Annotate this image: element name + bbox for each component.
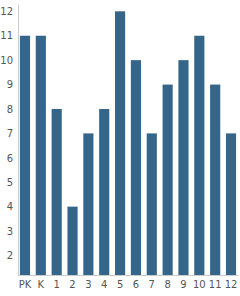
x-tick: 10 bbox=[193, 275, 206, 290]
bar bbox=[20, 36, 30, 275]
y-tick-label: 3 bbox=[7, 226, 13, 237]
bar bbox=[163, 85, 173, 275]
y-tick-label: 8 bbox=[7, 104, 13, 115]
x-tick-label: 1 bbox=[53, 279, 59, 290]
bar bbox=[36, 36, 46, 275]
x-tick-label: 5 bbox=[117, 279, 123, 290]
bar bbox=[99, 109, 109, 275]
bar bbox=[147, 133, 157, 275]
x-tick: PK bbox=[19, 275, 32, 290]
y-tick-label: 7 bbox=[7, 128, 13, 139]
x-tick: 12 bbox=[225, 275, 238, 290]
x-tick: 9 bbox=[180, 275, 186, 290]
y-tick-label: 5 bbox=[7, 177, 13, 188]
y-tick: 6 bbox=[7, 153, 18, 164]
x-tick-label: 3 bbox=[85, 279, 91, 290]
bars bbox=[20, 11, 236, 275]
x-axis: PKK123456789101112 bbox=[19, 275, 239, 290]
x-tick: 3 bbox=[85, 275, 91, 290]
x-tick: 6 bbox=[133, 275, 139, 290]
y-tick: 9 bbox=[7, 79, 18, 90]
y-tick-label: 12 bbox=[0, 6, 13, 17]
x-tick-label: 4 bbox=[101, 279, 107, 290]
x-tick-label: K bbox=[38, 279, 45, 290]
y-tick: 11 bbox=[0, 30, 18, 41]
x-tick-label: 8 bbox=[164, 279, 170, 290]
x-tick: 4 bbox=[101, 275, 107, 290]
x-tick-label: PK bbox=[19, 279, 32, 290]
y-tick-label: 2 bbox=[7, 250, 13, 261]
y-tick-label: 6 bbox=[7, 153, 13, 164]
bar bbox=[178, 60, 188, 275]
bar bbox=[52, 109, 62, 275]
bar bbox=[131, 60, 141, 275]
y-tick: 7 bbox=[7, 128, 18, 139]
x-axis-line bbox=[19, 275, 239, 276]
bar bbox=[210, 85, 220, 275]
x-tick: 11 bbox=[209, 275, 222, 290]
x-tick: K bbox=[38, 275, 45, 290]
y-tick-label: 10 bbox=[0, 55, 13, 66]
y-axis: 2 3 4 5 6 7 8 9 10 11 12 bbox=[0, 5, 18, 276]
bar bbox=[226, 133, 236, 275]
y-tick: 8 bbox=[7, 104, 18, 115]
y-tick-label: 11 bbox=[0, 30, 13, 41]
x-tick: 2 bbox=[69, 275, 75, 290]
y-tick: 2 bbox=[7, 250, 18, 261]
x-tick-label: 10 bbox=[193, 279, 206, 290]
chart: 23456789101112PKK123456789101112 bbox=[0, 0, 240, 296]
x-tick-label: 6 bbox=[133, 279, 139, 290]
y-tick: 3 bbox=[7, 226, 18, 237]
y-tick-label: 4 bbox=[7, 201, 13, 212]
x-tick: 7 bbox=[149, 275, 155, 290]
y-tick-label: 9 bbox=[7, 79, 13, 90]
x-tick-label: 9 bbox=[180, 279, 186, 290]
x-tick-label: 7 bbox=[149, 279, 155, 290]
x-tick-label: 2 bbox=[69, 279, 75, 290]
x-tick-label: 12 bbox=[225, 279, 238, 290]
y-axis-line bbox=[18, 5, 19, 276]
bar bbox=[115, 11, 125, 275]
y-tick: 4 bbox=[7, 201, 18, 212]
plot: 23456789101112PKK123456789101112 bbox=[0, 5, 238, 291]
x-tick: 1 bbox=[53, 275, 59, 290]
y-tick: 10 bbox=[0, 55, 18, 66]
bar bbox=[83, 133, 93, 275]
x-tick-label: 11 bbox=[209, 279, 222, 290]
x-tick: 5 bbox=[117, 275, 123, 290]
bar bbox=[67, 207, 77, 275]
x-tick: 8 bbox=[164, 275, 170, 290]
bar bbox=[194, 36, 204, 275]
y-tick: 5 bbox=[7, 177, 18, 188]
y-tick: 12 bbox=[0, 6, 18, 17]
